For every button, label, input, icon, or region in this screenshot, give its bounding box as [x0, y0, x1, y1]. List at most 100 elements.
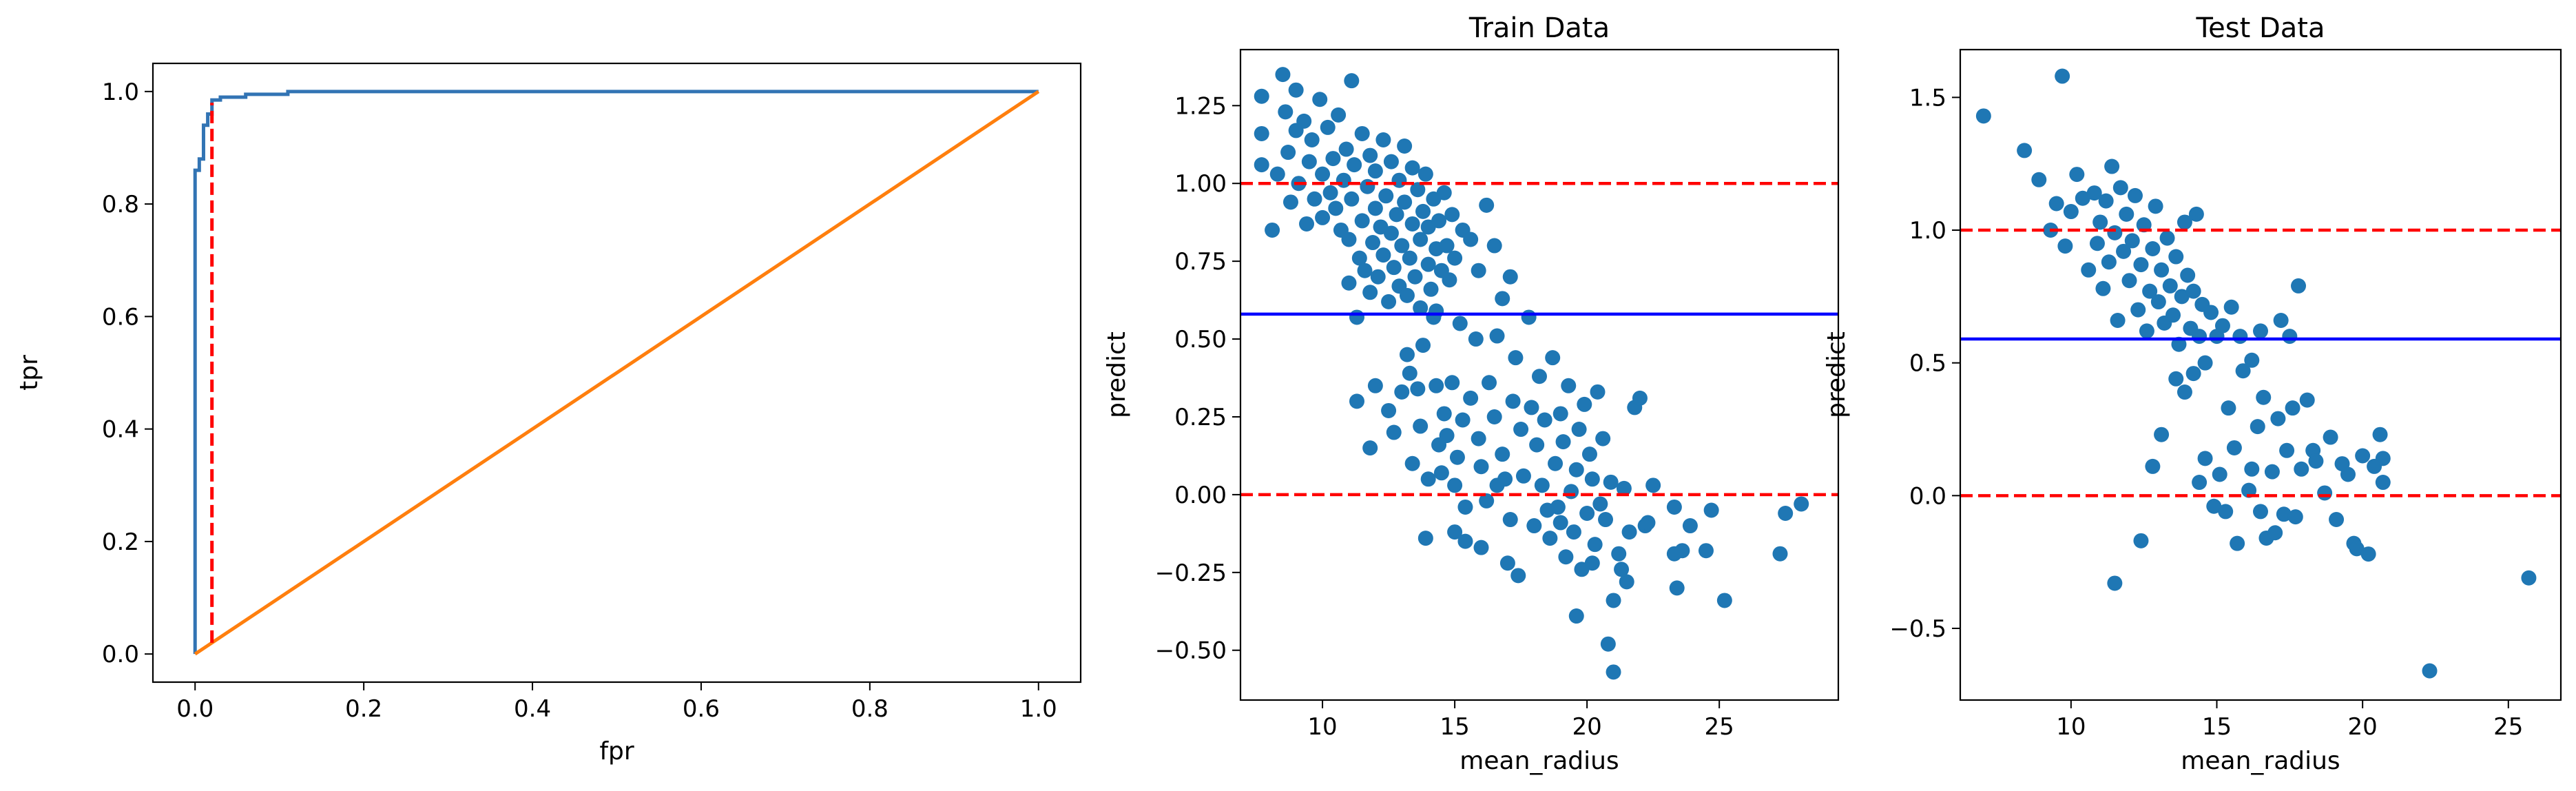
train-scatter-point	[1378, 188, 1394, 204]
test-scatter-point	[2287, 509, 2303, 525]
train-scatter-point	[1614, 562, 1630, 577]
test-y-tick-label: 0.5	[1909, 350, 1946, 378]
test-scatter-point	[2250, 419, 2265, 435]
train-scatter-point	[1367, 378, 1383, 393]
train-scatter-point	[1282, 194, 1298, 210]
train-scatter-point	[1558, 549, 1574, 565]
test-scatter-point	[2221, 400, 2236, 416]
train-scatter-point	[1526, 518, 1542, 534]
train-scatter-point	[1502, 269, 1518, 285]
train-scatter-point	[1315, 166, 1331, 182]
train-plot-title: Train Data	[1468, 12, 1610, 44]
train-scatter-point	[1571, 422, 1587, 438]
diagonal-reference-line	[194, 90, 1040, 656]
train-scatter-point	[1513, 422, 1529, 438]
train-scatter-point	[1489, 477, 1505, 493]
train-scatter-point	[1537, 412, 1552, 428]
roc-x-axis-label: fpr	[599, 737, 634, 766]
test-scatter-point	[2192, 329, 2208, 345]
train-y-tick-label: 1.00	[1174, 170, 1227, 198]
test-scatter-point	[2133, 257, 2149, 273]
test-scatter-point	[2162, 278, 2178, 294]
test-scatter-point	[2212, 466, 2227, 482]
train-scatter-point	[1269, 166, 1285, 182]
test-scatter-point	[2244, 352, 2260, 368]
test-x-tick-label: 10	[2056, 713, 2086, 741]
train-scatter-point	[1347, 157, 1362, 173]
train-scatter-point	[1619, 574, 1634, 590]
train-scatter-point	[1455, 412, 1471, 428]
test-scatter-point	[2154, 427, 2170, 442]
test-scatter-point	[2121, 273, 2137, 289]
test-scatter-point	[2069, 167, 2085, 183]
test-scatter-point	[2253, 323, 2268, 339]
test-plot-marks	[1960, 68, 2561, 679]
train-scatter-point	[1552, 406, 1568, 422]
train-scatter-point	[1413, 300, 1429, 316]
test-scatter-point	[2124, 233, 2140, 249]
train-plot-marks	[1240, 67, 1838, 680]
train-scatter-point	[1328, 201, 1344, 216]
train-y-tick-label: 0.00	[1174, 482, 1227, 509]
train-scatter-point	[1415, 338, 1431, 353]
train-scatter-point	[1402, 365, 1417, 381]
train-y-tick-label: −0.50	[1155, 637, 1227, 665]
train-scatter-point	[1407, 269, 1423, 285]
test-scatter-point	[2017, 143, 2033, 158]
test-scatter-point	[2098, 193, 2114, 209]
train-scatter-point	[1383, 154, 1399, 170]
train-scatter-point	[1433, 465, 1449, 481]
train-scatter-point	[1616, 480, 1632, 496]
train-scatter-point	[1410, 381, 1426, 397]
train-scatter-point	[1515, 468, 1531, 484]
train-x-tick-label: 15	[1440, 713, 1469, 741]
train-scatter-point	[1449, 449, 1465, 465]
train-scatter-point	[1429, 303, 1444, 319]
train-scatter-point	[1381, 402, 1397, 418]
test-scatter-point	[2154, 262, 2170, 278]
train-scatter-point	[1447, 524, 1463, 540]
train-x-tick-label: 25	[1705, 713, 1734, 741]
test-scatter-point	[2185, 283, 2201, 299]
test-scatter-point	[2256, 389, 2272, 405]
roc-x-tick-label: 0.2	[345, 695, 382, 723]
roc-y-axis-label: tpr	[15, 355, 43, 391]
train-scatter-point	[1304, 132, 1320, 147]
train-scatter-point	[1611, 546, 1627, 562]
test-y-tick-label: 1.0	[1909, 217, 1946, 245]
train-scatter-point	[1621, 524, 1637, 540]
test-scatter-point	[2110, 313, 2126, 329]
train-scatter-point	[1439, 238, 1455, 254]
test-scatter-point	[2142, 283, 2158, 299]
train-scatter-point	[1375, 132, 1391, 147]
train-scatter-point	[1529, 437, 1545, 453]
train-scatter-point	[1606, 593, 1621, 608]
train-scatter-point	[1420, 256, 1436, 272]
test-scatter-point	[2185, 366, 2201, 382]
roc-plot-frame	[152, 62, 1082, 684]
test-plot-ticks: 10 15 20 25 −0.5 0.0 0.5 1.0 1.5	[1889, 84, 2523, 741]
train-scatter-point	[1349, 393, 1364, 409]
train-scatter-point	[1399, 287, 1415, 303]
train-y-tick-label: 1.25	[1174, 92, 1227, 120]
train-scatter-point	[1772, 546, 1788, 562]
train-scatter-point	[1600, 636, 1616, 652]
train-scatter-point	[1367, 201, 1383, 216]
train-scatter-point	[1521, 309, 1537, 325]
test-scatter-point	[2063, 204, 2079, 220]
test-scatter-point	[2282, 329, 2298, 345]
test-y-tick-label: 1.5	[1909, 84, 1946, 112]
train-scatter-point	[1325, 151, 1341, 167]
test-scatter-point	[2203, 305, 2219, 320]
train-scatter-point	[1542, 531, 1558, 546]
train-scatter-point	[1632, 390, 1648, 406]
train-y-tick-label: 0.75	[1174, 248, 1227, 276]
train-scatter-point	[1439, 428, 1455, 444]
test-scatter-point	[2340, 466, 2356, 482]
train-scatter-point	[1381, 294, 1397, 309]
roc-y-tick-label: 1.0	[102, 79, 139, 106]
train-scatter-point	[1508, 350, 1524, 366]
test-scatter-point	[2375, 475, 2391, 491]
roc-x-tick-label: 0.8	[851, 695, 889, 723]
test-scatter-point	[2159, 230, 2175, 246]
